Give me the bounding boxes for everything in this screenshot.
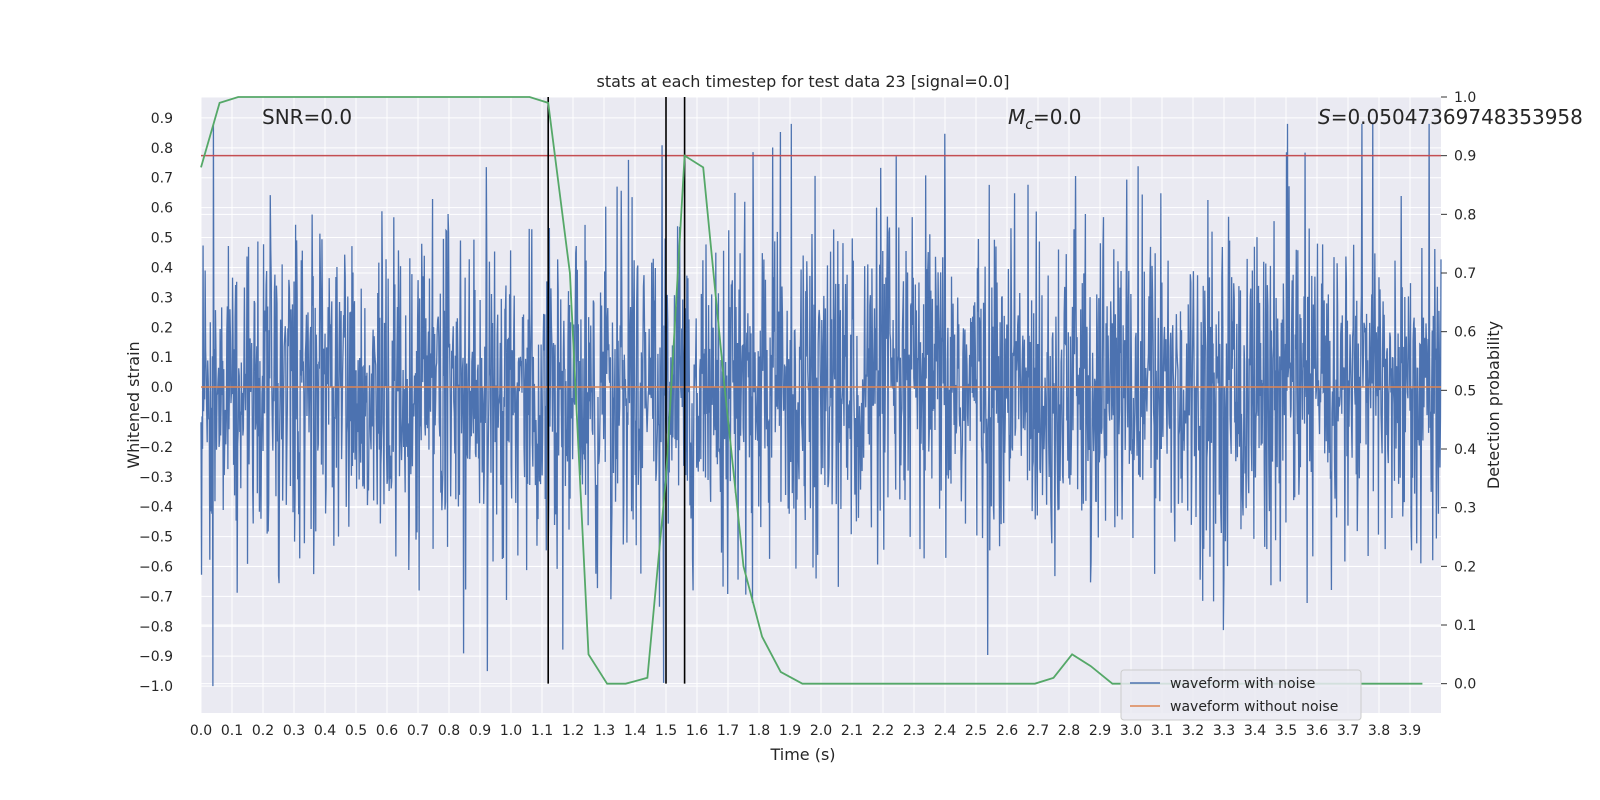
x-tick-label: 3.0	[1120, 723, 1142, 739]
y-right-tick-label: 0.4	[1454, 442, 1476, 458]
y-right-tick-label: 1.0	[1454, 90, 1476, 106]
y-left-tick-label: −0.2	[139, 440, 173, 456]
x-tick-label: 3.4	[1244, 723, 1266, 739]
x-tick-label: 0.8	[438, 723, 460, 739]
x-tick-label: 3.7	[1337, 723, 1359, 739]
x-tick-label: 0.3	[283, 723, 305, 739]
x-tick-label: 1.3	[593, 723, 615, 739]
x-tick-labels: 0.0 0.1 0.2 0.3 0.4 0.5 0.6 0.7 0.8 0.9 1.0 1.1 1.2 1…	[190, 723, 1421, 739]
y-right-tick-label: 0.2	[1454, 559, 1476, 575]
x-tick-label: 3.9	[1399, 723, 1421, 739]
y-left-tick-label: −0.5	[139, 530, 173, 546]
y-right-tick-marks	[1441, 96, 1447, 685]
mc-annotation: Mc=0.0	[1008, 105, 1082, 133]
x-tick-label: 0.9	[469, 723, 491, 739]
chart-title: stats at each timestep for test data 23 …	[597, 72, 1010, 91]
x-tick-label: 0.2	[252, 723, 274, 739]
x-tick-label: 2.2	[872, 723, 894, 739]
x-tick-label: 3.1	[1151, 723, 1173, 739]
y-right-tick-label: 0.3	[1454, 501, 1476, 517]
x-tick-label: 0.6	[376, 723, 398, 739]
x-tick-label: 2.5	[965, 723, 987, 739]
x-tick-label: 2.1	[841, 723, 863, 739]
x-tick-label: 0.4	[314, 723, 336, 739]
y-right-axis-label: Detection probability	[1484, 321, 1503, 489]
x-tick-label: 1.8	[748, 723, 770, 739]
y-left-tick-label: 0.9	[151, 111, 173, 127]
y-left-axis-label: Whitened strain	[124, 341, 143, 468]
y-right-tick-label: 0.1	[1454, 618, 1476, 634]
x-tick-label: 1.0	[500, 723, 522, 739]
x-tick-label: 0.1	[221, 723, 243, 739]
y-left-tick-labels: 0.9 0.8 0.7 0.6 0.5 0.4 0.3 0.2 0.1 0.0 −0.1 −0.2 −0…	[139, 111, 173, 695]
y-right-tick-label: 0.6	[1454, 325, 1476, 341]
x-tick-label: 3.8	[1368, 723, 1390, 739]
x-tick-label: 1.2	[562, 723, 584, 739]
x-tick-label: 2.6	[996, 723, 1018, 739]
x-tick-label: 1.7	[717, 723, 739, 739]
y-left-tick-label: −0.7	[139, 589, 173, 605]
y-left-tick-label: −0.8	[139, 619, 173, 635]
y-left-tick-label: −0.3	[139, 470, 173, 486]
y-left-tick-label: 0.6	[151, 201, 173, 217]
x-tick-label: 1.1	[531, 723, 553, 739]
s-symbol: S	[1318, 105, 1331, 129]
x-tick-label: 3.6	[1306, 723, 1328, 739]
x-tick-label: 0.5	[345, 723, 367, 739]
y-right-tick-label: 0.0	[1454, 677, 1476, 693]
x-tick-label: 0.0	[190, 723, 212, 739]
y-right-tick-labels: 1.0 0.9 0.8 0.7 0.6 0.5 0.4 0.3 0.2 0.1 0.0	[1454, 90, 1476, 693]
y-left-tick-label: 0.7	[151, 171, 173, 187]
legend: waveform with noise waveform without noi…	[1120, 669, 1362, 721]
y-left-tick-label: 0.1	[151, 350, 173, 366]
mc-value: =0.0	[1033, 105, 1082, 129]
y-right-tick-label: 0.5	[1454, 383, 1476, 399]
x-axis-label: Time (s)	[769, 745, 835, 764]
y-left-tick-label: −0.1	[139, 410, 173, 426]
x-tick-label: 0.7	[407, 723, 429, 739]
snr-annotation: SNR=0.0	[262, 105, 352, 129]
mc-symbol: M	[1008, 105, 1025, 129]
vlines-group	[547, 97, 686, 684]
y-right-tick-label: 0.9	[1454, 149, 1476, 165]
s-annotation: S=0.05047369748353958	[1318, 105, 1583, 129]
x-tick-label: 2.9	[1089, 723, 1111, 739]
noise-series-line	[200, 123, 1442, 687]
x-tick-label: 2.3	[903, 723, 925, 739]
y-left-tick-label: 0.5	[151, 231, 173, 247]
y-left-tick-label: −0.6	[139, 559, 173, 575]
x-tick-label: 2.4	[934, 723, 956, 739]
y-left-tick-label: 0.8	[151, 141, 173, 157]
y-left-tick-label: −0.9	[139, 649, 173, 665]
legend-box	[1120, 669, 1362, 721]
y-right-tick-label: 0.7	[1454, 266, 1476, 282]
y-left-tick-label: 0.0	[151, 380, 173, 396]
x-tick-label: 3.3	[1213, 723, 1235, 739]
x-tick-label: 1.5	[655, 723, 677, 739]
y-right-tick-label: 0.8	[1454, 207, 1476, 223]
s-value: =0.05047369748353958	[1331, 105, 1583, 129]
x-tick-label: 2.0	[810, 723, 832, 739]
y-left-tick-label: −0.4	[139, 500, 173, 516]
y-left-tick-label: 0.2	[151, 320, 173, 336]
y-left-tick-label: 0.3	[151, 290, 173, 306]
x-tick-label: 3.2	[1182, 723, 1204, 739]
x-tick-label: 2.7	[1027, 723, 1049, 739]
noise-series-group	[200, 123, 1442, 687]
x-tick-label: 1.9	[779, 723, 801, 739]
y-left-tick-label: 0.4	[151, 260, 173, 276]
x-tick-label: 3.5	[1275, 723, 1297, 739]
mc-subscript: c	[1025, 117, 1033, 133]
y-left-tick-label: −1.0	[139, 679, 173, 695]
legend-entry-clean: waveform without noise	[1170, 699, 1338, 715]
x-tick-label: 1.6	[686, 723, 708, 739]
x-tick-label: 2.8	[1058, 723, 1080, 739]
legend-entry-noise: waveform with noise	[1170, 676, 1315, 692]
x-tick-label: 1.4	[624, 723, 646, 739]
